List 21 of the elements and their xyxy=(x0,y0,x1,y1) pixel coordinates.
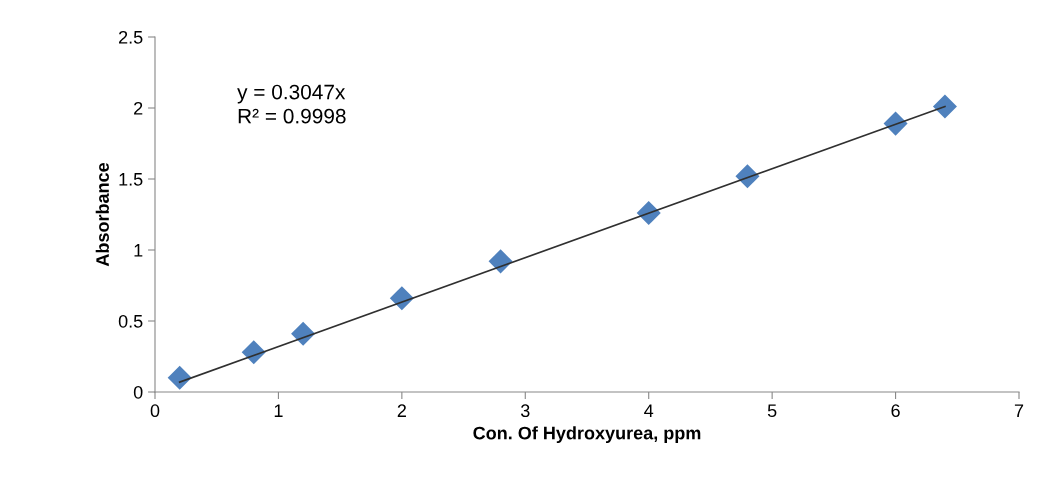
x-tick-label: 1 xyxy=(274,404,283,417)
annotation: y = 0.3047x xyxy=(237,84,346,104)
x-tick-label: 7 xyxy=(1014,404,1024,417)
point xyxy=(488,249,513,274)
x-tick-label: 6 xyxy=(891,404,900,418)
point xyxy=(167,365,192,390)
y-tick-label: 1.5 xyxy=(119,173,143,186)
x-tick-label: 3 xyxy=(520,404,530,418)
x-tick-label: 2 xyxy=(397,404,406,417)
x-axis-title: Con. Of Hydroxyurea, ppm xyxy=(473,426,701,444)
y-tick-label: 0 xyxy=(133,385,143,399)
y-axis-title: Absorbance xyxy=(95,162,109,267)
point xyxy=(932,94,957,119)
y-tick-label: 2 xyxy=(134,101,143,115)
y-tick-label: 2.5 xyxy=(119,30,143,44)
y-tick-label: 1 xyxy=(134,244,143,257)
y-tick-label: 0.5 xyxy=(118,314,143,328)
x-tick-label: 0 xyxy=(150,404,160,418)
x-tick-label: 5 xyxy=(767,404,777,418)
x-tick-label: 4 xyxy=(644,404,654,417)
annotation: R² = 0.9998 xyxy=(238,108,346,124)
